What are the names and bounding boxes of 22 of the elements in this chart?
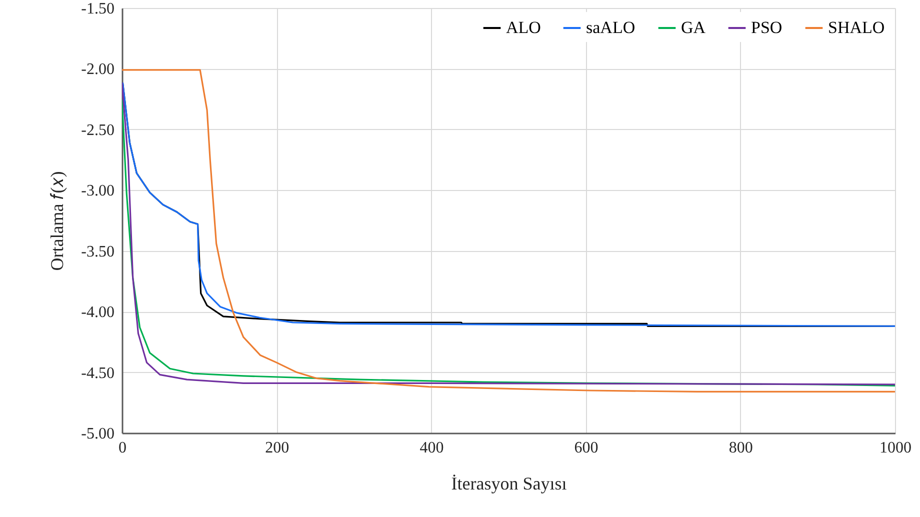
- x-tick-label: 400: [420, 440, 444, 456]
- line-series: [122, 82, 895, 327]
- x-tick-label: 1000: [880, 440, 912, 456]
- x-tick-label: 800: [728, 440, 753, 456]
- x-tick-label: 600: [574, 440, 598, 456]
- y-tick-label: -2.50: [81, 122, 114, 139]
- legend-label: PSO: [751, 18, 782, 37]
- y-tick-label: -1.50: [81, 0, 114, 18]
- x-axis-title: İterasyon Sayısı: [451, 474, 567, 494]
- y-tick-label: -4.00: [81, 304, 114, 322]
- legend-label: ALO: [506, 18, 541, 37]
- legend-label: saALO: [586, 18, 636, 37]
- y-tick-label: -2.00: [81, 61, 114, 78]
- y-tick-label: -5.00: [81, 426, 114, 442]
- legend-label: GA: [681, 18, 706, 37]
- y-tick-label: -4.50: [81, 364, 114, 382]
- y-tick-label: -3.00: [81, 182, 114, 200]
- legend-label: SHALO: [828, 18, 885, 37]
- y-axis-title: Ortalama 𝑓(𝑥): [47, 171, 68, 271]
- x-tick-label: 200: [265, 440, 290, 456]
- y-tick-label: -3.50: [81, 243, 114, 260]
- x-tick-label: 0: [118, 440, 126, 456]
